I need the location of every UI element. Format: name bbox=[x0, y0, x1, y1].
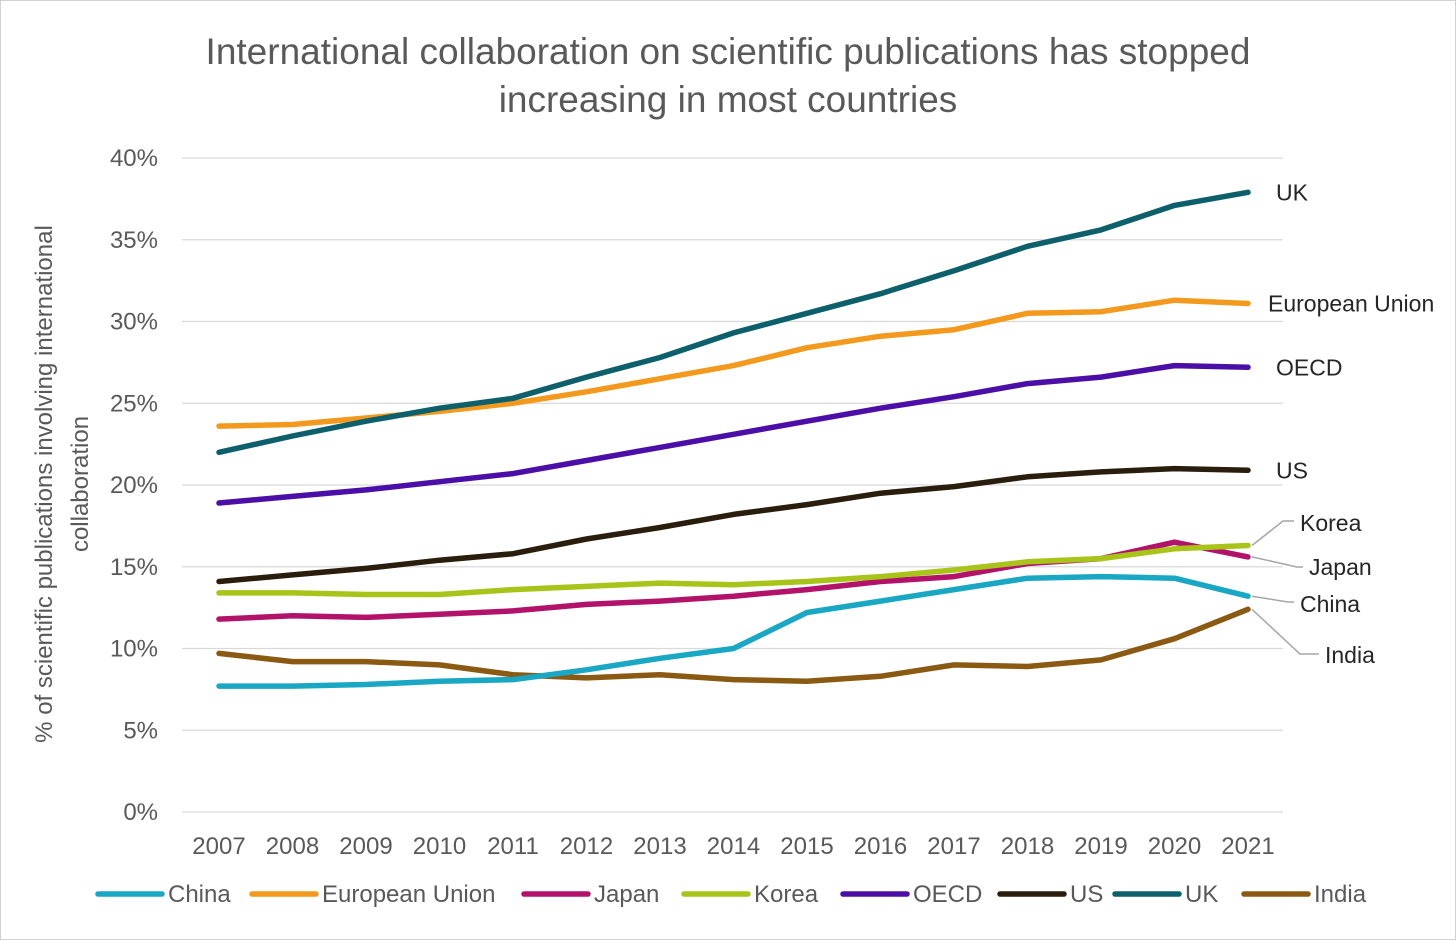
leader-line bbox=[1251, 608, 1319, 655]
end-label-korea: Korea bbox=[1300, 510, 1362, 536]
y-axis-title: % of scientific publications involving i… bbox=[31, 225, 94, 743]
y-tick-label: 15% bbox=[110, 554, 158, 581]
y-tick-label: 25% bbox=[110, 390, 158, 417]
chart-title-line-2: increasing in most countries bbox=[499, 79, 958, 120]
series-line-oecd bbox=[216, 362, 1251, 506]
end-label-european-union: European Union bbox=[1268, 291, 1434, 317]
legend-label: OECD bbox=[913, 881, 982, 908]
chart-title-line-1: International collaboration on scientifi… bbox=[206, 31, 1251, 72]
series-end-labels: UK European Union OECD US Korea Japan China Ind… bbox=[1268, 179, 1434, 668]
series-line-korea bbox=[216, 542, 1251, 598]
y-tick-label: 5% bbox=[123, 717, 158, 744]
y-tick-label: 0% bbox=[123, 799, 158, 826]
legend: China European Union Japan Korea OECD US UK Ind… bbox=[95, 881, 1367, 908]
x-tick-label: 2014 bbox=[707, 833, 760, 860]
leader-line bbox=[1251, 556, 1303, 568]
x-tick-label: 2010 bbox=[413, 833, 466, 860]
x-tick-label: 2007 bbox=[192, 833, 245, 860]
leader-line bbox=[1251, 520, 1294, 547]
y-tick-label: 10% bbox=[110, 636, 158, 663]
series-line-japan bbox=[216, 539, 1251, 622]
series-lines bbox=[216, 189, 1251, 689]
x-tick-label: 2012 bbox=[560, 833, 613, 860]
legend-label: India bbox=[1314, 881, 1367, 908]
end-label-japan: Japan bbox=[1309, 554, 1372, 580]
end-label-uk: UK bbox=[1276, 179, 1309, 205]
y-axis-title-line-2: collaboration bbox=[67, 416, 94, 552]
x-tick-label: 2018 bbox=[1001, 833, 1054, 860]
series-line-european-union bbox=[216, 297, 1251, 429]
x-tick-label: 2020 bbox=[1148, 833, 1201, 860]
series-line-india bbox=[216, 606, 1251, 684]
x-tick-label: 2016 bbox=[854, 833, 907, 860]
x-tick-label: 2019 bbox=[1074, 833, 1127, 860]
end-label-us: US bbox=[1276, 457, 1308, 483]
legend-label: European Union bbox=[322, 881, 495, 908]
x-tick-label: 2021 bbox=[1221, 833, 1274, 860]
x-axis-ticks: 2007 2008 2009 2010 2011 2012 2013 2014 2015 2016… bbox=[192, 833, 1274, 860]
x-tick-label: 2008 bbox=[266, 833, 319, 860]
series-line-us bbox=[216, 465, 1251, 585]
legend-label: Japan bbox=[594, 881, 659, 908]
gridlines bbox=[182, 157, 1283, 813]
y-tick-label: 35% bbox=[110, 227, 158, 254]
end-label-india: India bbox=[1325, 642, 1375, 668]
end-label-china: China bbox=[1300, 591, 1360, 617]
series-line-china bbox=[216, 573, 1251, 689]
x-tick-label: 2015 bbox=[780, 833, 833, 860]
x-tick-label: 2013 bbox=[633, 833, 686, 860]
legend-label: US bbox=[1070, 881, 1103, 908]
leader-line bbox=[1251, 595, 1294, 603]
y-tick-label: 40% bbox=[110, 145, 158, 172]
y-tick-label: 20% bbox=[110, 472, 158, 499]
y-tick-label: 30% bbox=[110, 309, 158, 336]
x-tick-label: 2017 bbox=[927, 833, 980, 860]
x-tick-label: 2009 bbox=[339, 833, 392, 860]
y-axis-ticks: 0% 5% 10% 15% 20% 25% 30% 35% 40% bbox=[110, 145, 158, 826]
end-label-oecd: OECD bbox=[1276, 354, 1342, 380]
legend-label: UK bbox=[1185, 881, 1218, 908]
y-axis-title-line-1: % of scientific publications involving i… bbox=[31, 225, 58, 743]
legend-label: China bbox=[168, 881, 231, 908]
chart-title: International collaboration on scientifi… bbox=[206, 31, 1251, 120]
series-line-uk bbox=[216, 189, 1251, 456]
label-leader-lines bbox=[1251, 520, 1319, 655]
x-tick-label: 2011 bbox=[487, 833, 539, 860]
legend-label: Korea bbox=[754, 881, 819, 908]
